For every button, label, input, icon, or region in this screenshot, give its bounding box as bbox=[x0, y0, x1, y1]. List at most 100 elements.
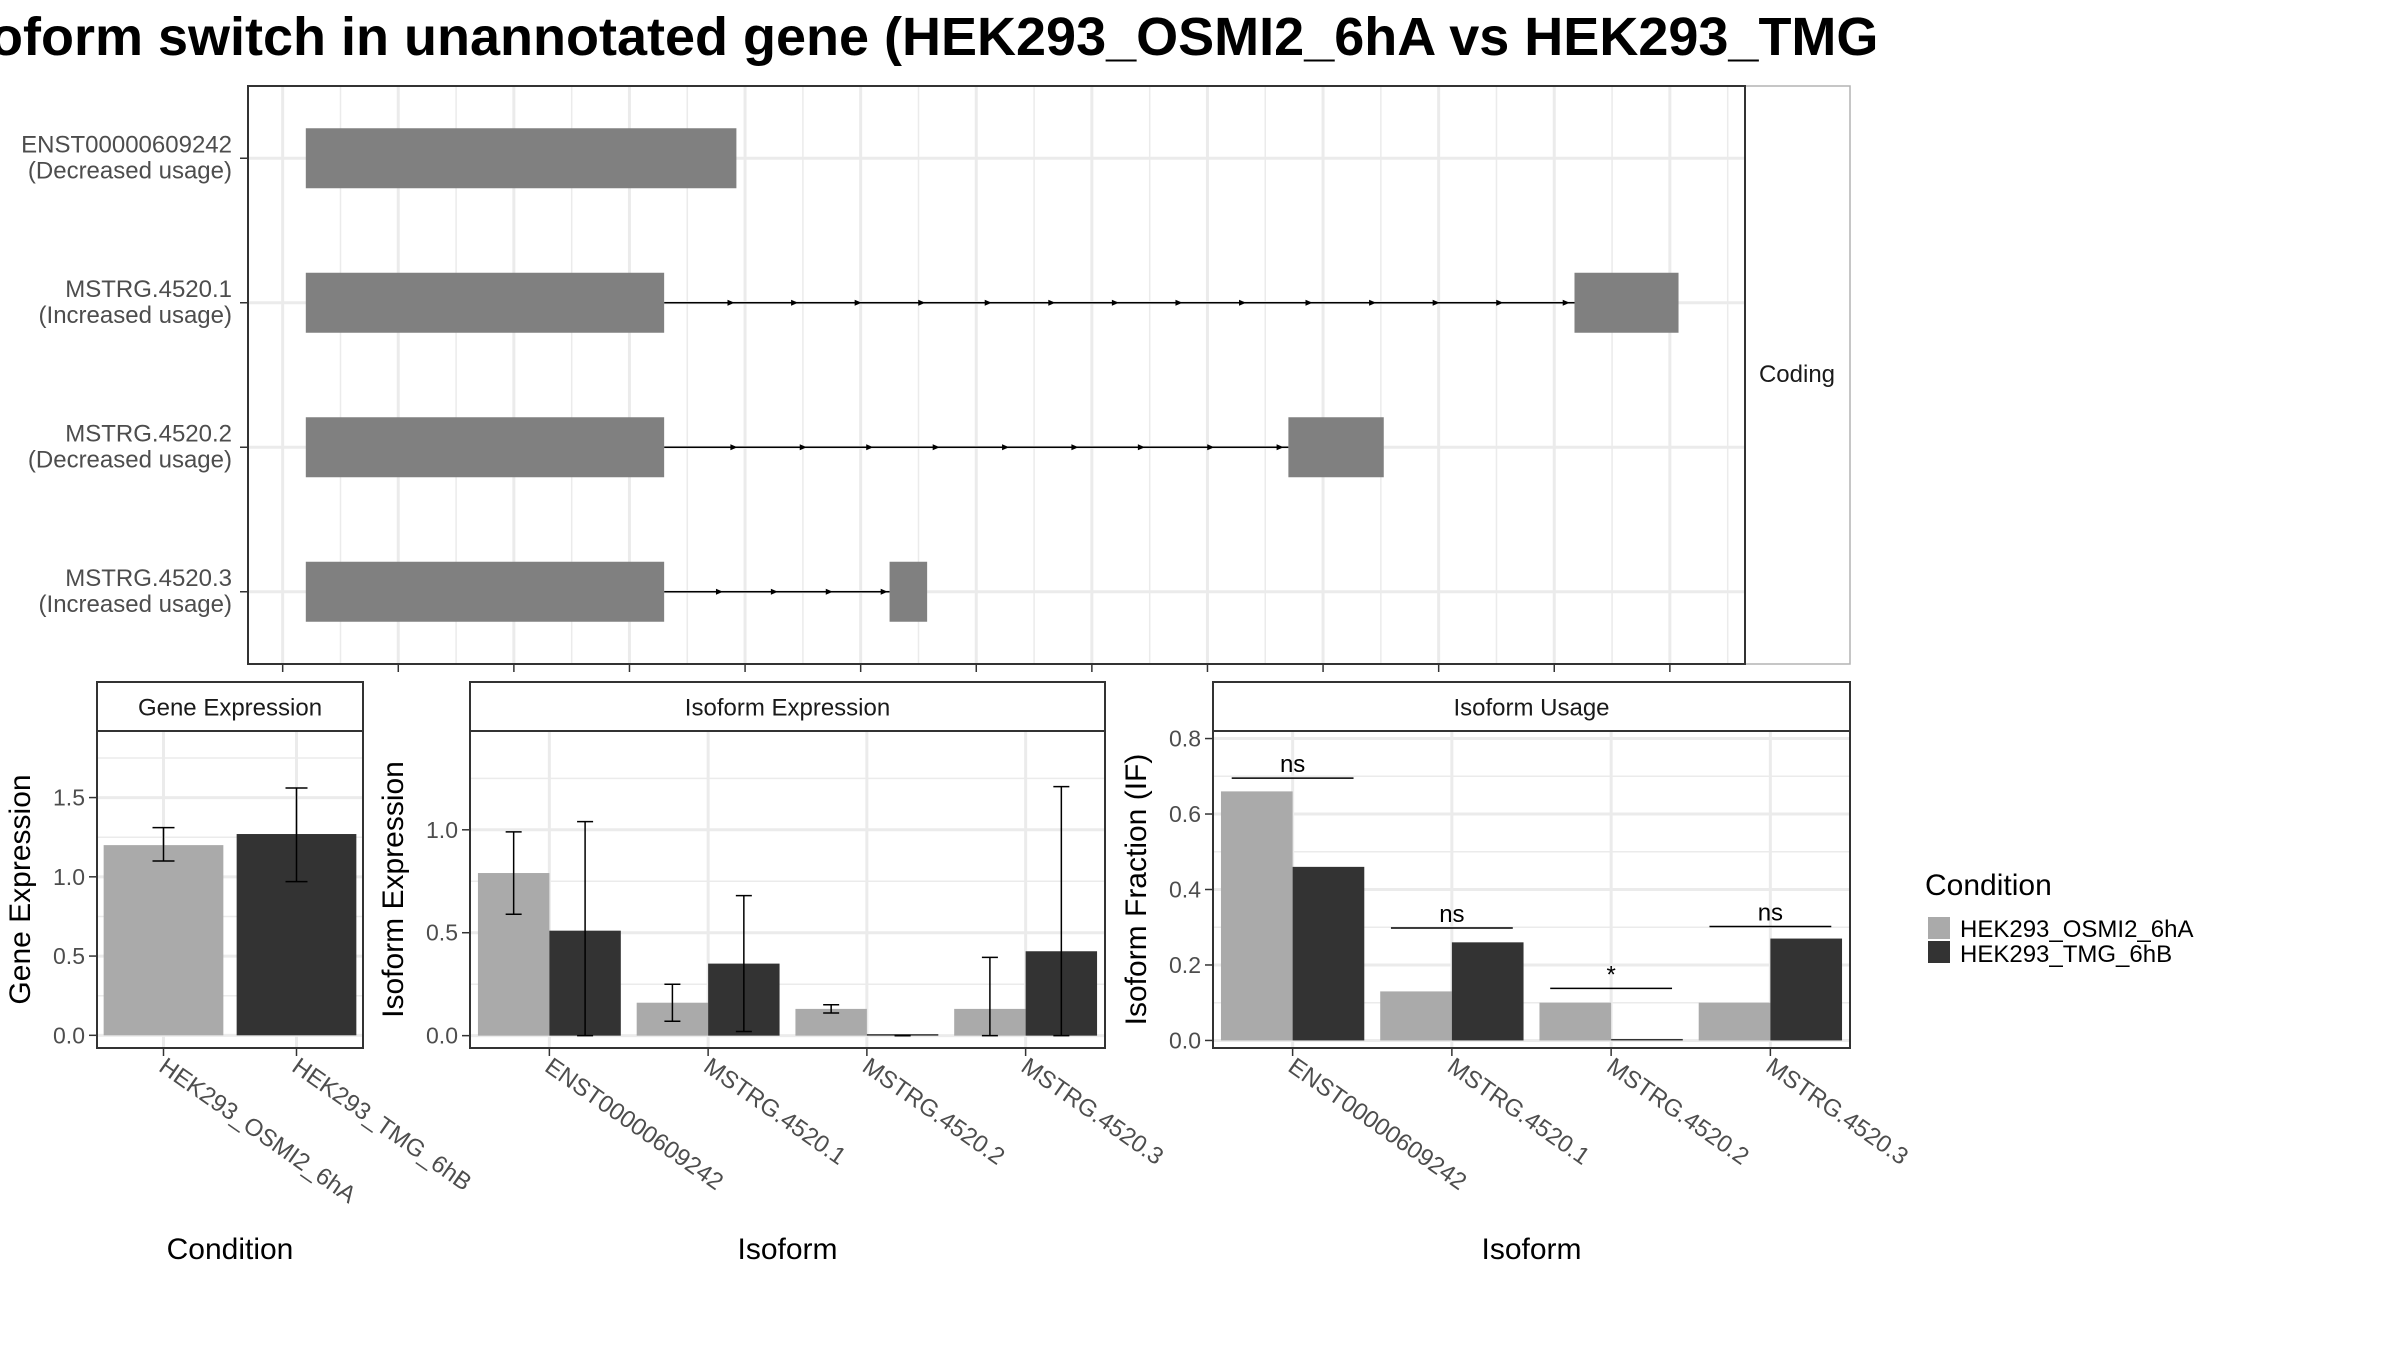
y-tick-label: 0.0 bbox=[1169, 1027, 1201, 1053]
intron-arrow bbox=[1239, 299, 1247, 306]
condition-legend: Condition HEK293_OSMI2_6hA HEK293_TMG_6h… bbox=[1925, 869, 2193, 968]
bar bbox=[1611, 1038, 1683, 1041]
exon-block bbox=[1288, 417, 1384, 478]
intron-arrow bbox=[1111, 299, 1119, 306]
intron-arrow bbox=[1002, 444, 1010, 451]
x-axis-title: Isoform bbox=[737, 1233, 837, 1266]
x-tick-label: MSTRG.4520.2 bbox=[857, 1053, 1009, 1171]
panel-strip-label: Isoform Expression bbox=[685, 695, 890, 722]
intron-arrow bbox=[1137, 444, 1145, 451]
y-tick-label: 0.5 bbox=[426, 920, 458, 946]
intron-arrow bbox=[1305, 299, 1313, 306]
x-axis-title: Condition bbox=[167, 1233, 294, 1266]
y-tick-label: 1.0 bbox=[53, 864, 85, 890]
y-axis-title: Gene Expression bbox=[4, 774, 37, 1004]
gene-structure-panel: Coding ENST00000609242(Decreased usage)M… bbox=[21, 85, 1851, 672]
x-tick-label: MSTRG.4520.2 bbox=[1602, 1053, 1754, 1171]
intron-arrow bbox=[715, 588, 723, 595]
x-tick-label: MSTRG.4520.3 bbox=[1016, 1053, 1168, 1171]
x-tick-label: MSTRG.4520.1 bbox=[1442, 1053, 1594, 1171]
bar bbox=[1539, 1002, 1612, 1041]
panel-strip-label: Gene Expression bbox=[138, 695, 322, 722]
y-tick-label: 0.6 bbox=[1169, 801, 1201, 827]
exon-block bbox=[305, 128, 737, 189]
legend-swatch-a bbox=[1928, 917, 1950, 939]
intron-arrow bbox=[854, 299, 862, 306]
y-tick-label: 0.2 bbox=[1169, 952, 1201, 978]
significance-label: ns bbox=[1439, 901, 1464, 928]
bar bbox=[1451, 942, 1524, 1041]
y-tick-label: 0.4 bbox=[1169, 877, 1201, 903]
y-tick-label: 1.5 bbox=[53, 785, 85, 811]
isoform-usage-label: (Decreased usage) bbox=[28, 446, 232, 473]
intron-arrow bbox=[727, 299, 735, 306]
exon-block bbox=[1574, 272, 1679, 333]
panel-strip bbox=[96, 681, 364, 732]
intron-arrow bbox=[791, 299, 799, 306]
bar bbox=[1292, 866, 1365, 1041]
intron-arrow bbox=[825, 588, 833, 595]
intron-arrow bbox=[918, 299, 926, 306]
intron-arrow bbox=[730, 444, 738, 451]
isoform-usage-label: (Decreased usage) bbox=[28, 157, 232, 184]
intron-arrow bbox=[1175, 299, 1183, 306]
y-axis-title: Isoform Expression bbox=[377, 761, 410, 1018]
intron-arrow bbox=[1048, 299, 1056, 306]
isoform-name-label: MSTRG.4520.3 bbox=[65, 565, 232, 592]
bar bbox=[1698, 1002, 1771, 1041]
legend-label-b: HEK293_TMG_6hB bbox=[1960, 941, 2172, 968]
isoform-name-label: MSTRG.4520.1 bbox=[65, 276, 232, 303]
intron-arrow bbox=[1369, 299, 1377, 306]
legend-title: Condition bbox=[1925, 869, 2052, 902]
intron-arrow bbox=[984, 299, 992, 306]
panel-strip bbox=[469, 681, 1106, 732]
bar bbox=[103, 845, 224, 1036]
intron-arrow bbox=[880, 588, 888, 595]
y-axis-title: Isoform Fraction (IF) bbox=[1120, 754, 1153, 1026]
intron-arrow bbox=[866, 444, 874, 451]
isoform-expression-panel: Isoform ExpressionENST00000609242MSTRG.4… bbox=[377, 681, 1168, 1266]
y-tick-label: 0.5 bbox=[53, 943, 85, 969]
intron-arrow bbox=[1207, 444, 1215, 451]
y-tick-label: 1.0 bbox=[426, 817, 458, 843]
bar bbox=[1380, 991, 1452, 1041]
x-axis-title: Isoform bbox=[1481, 1233, 1581, 1266]
panel-frame bbox=[469, 730, 1106, 1049]
structure-plot-frame bbox=[247, 85, 1746, 665]
intron-arrow bbox=[770, 588, 778, 595]
legend-swatch-b bbox=[1928, 941, 1950, 963]
isoform-usage-panel: Isoform UsagensENST00000609242nsMSTRG.45… bbox=[1120, 681, 1913, 1266]
exon-block bbox=[305, 272, 665, 333]
intron-arrow bbox=[1432, 299, 1440, 306]
intron-arrow bbox=[1276, 444, 1284, 451]
figure-title: oform switch in unannotated gene (HEK293… bbox=[0, 7, 1878, 67]
y-tick-label: 0.0 bbox=[53, 1022, 85, 1048]
structure-strip bbox=[1744, 85, 1851, 665]
significance-label: ns bbox=[1280, 751, 1305, 778]
exon-block bbox=[305, 417, 665, 478]
structure-strip-label: Coding bbox=[1759, 361, 1835, 388]
x-tick-label: MSTRG.4520.3 bbox=[1761, 1053, 1913, 1171]
y-tick-label: 0.8 bbox=[1169, 726, 1201, 752]
legend-label-a: HEK293_OSMI2_6hA bbox=[1960, 916, 2193, 943]
panel-strip-label: Isoform Usage bbox=[1453, 695, 1609, 722]
significance-label: * bbox=[1606, 961, 1615, 988]
y-tick-label: 0.0 bbox=[426, 1023, 458, 1049]
x-tick-label: MSTRG.4520.1 bbox=[699, 1053, 851, 1171]
significance-label: ns bbox=[1758, 899, 1783, 926]
exon-block bbox=[305, 561, 665, 622]
intron-arrow bbox=[1071, 444, 1079, 451]
intron-arrow bbox=[1496, 299, 1504, 306]
bar bbox=[1220, 791, 1293, 1041]
isoform-usage-label: (Increased usage) bbox=[39, 591, 232, 618]
isoform-usage-label: (Increased usage) bbox=[39, 302, 232, 329]
panel-frame bbox=[1212, 730, 1851, 1049]
isoform-name-label: ENST00000609242 bbox=[21, 131, 232, 158]
intron-arrow bbox=[799, 444, 807, 451]
exon-block bbox=[889, 561, 928, 622]
intron-arrow bbox=[932, 444, 940, 451]
panel-strip bbox=[1212, 681, 1851, 732]
intron-arrow bbox=[1562, 299, 1570, 306]
isoform-name-label: MSTRG.4520.2 bbox=[65, 420, 232, 447]
